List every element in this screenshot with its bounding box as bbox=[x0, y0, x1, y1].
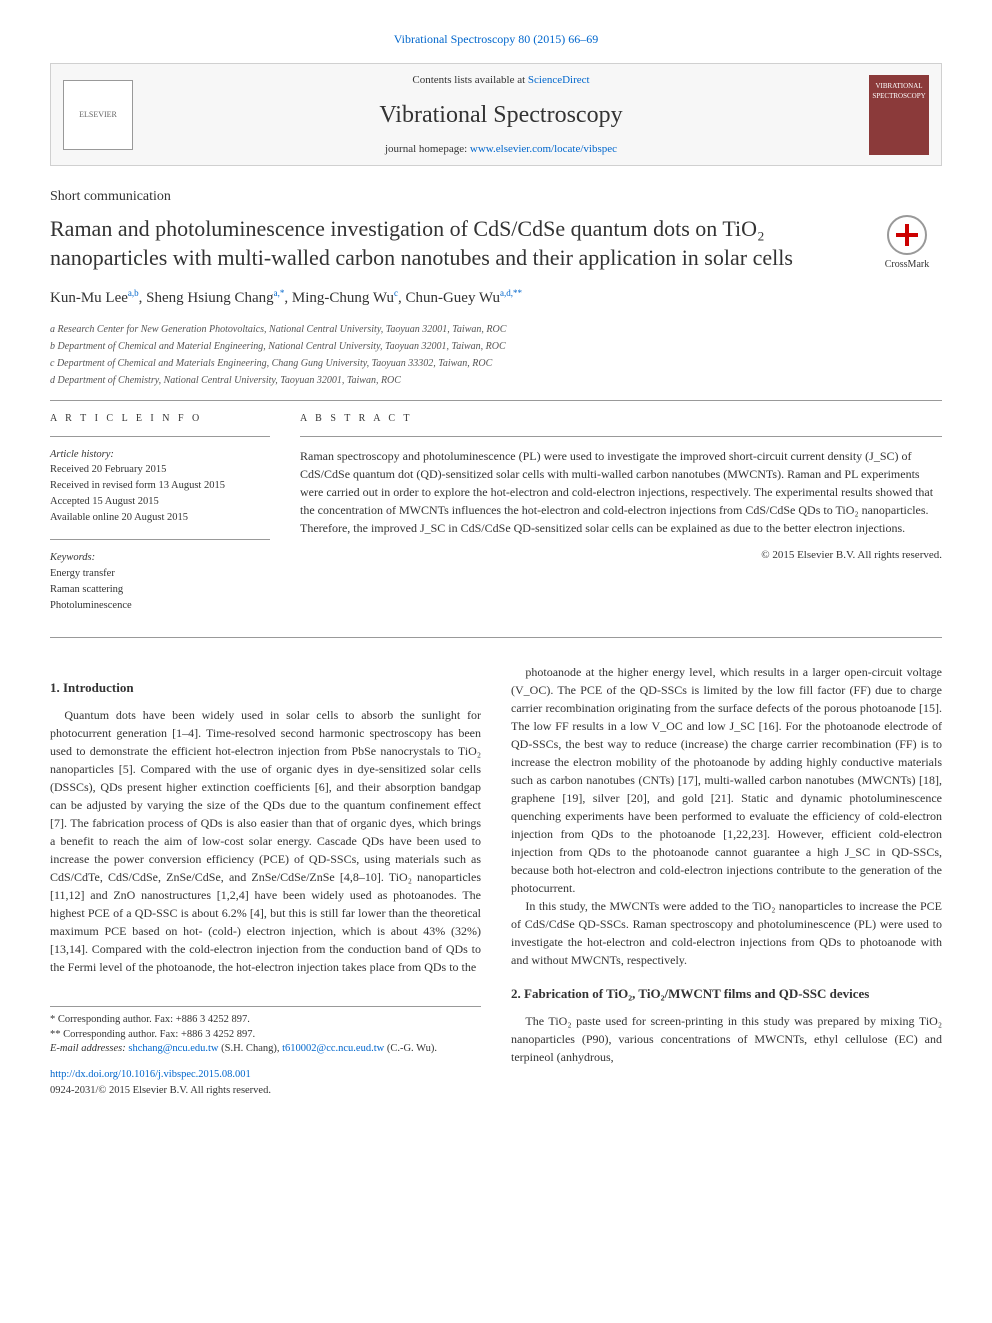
article-title: Raman and photoluminescence investigatio… bbox=[50, 215, 872, 272]
affiliation: c Department of Chemical and Materials E… bbox=[50, 356, 942, 371]
left-column: 1. Introduction Quantum dots have been w… bbox=[50, 663, 481, 1098]
divider bbox=[300, 436, 942, 437]
affiliation: b Department of Chemical and Material En… bbox=[50, 339, 942, 354]
body-para: photoanode at the higher energy level, w… bbox=[511, 663, 942, 897]
divider bbox=[50, 436, 270, 437]
article-info-column: A R T I C L E I N F O Article history: R… bbox=[50, 411, 270, 628]
journal-name: Vibrational Spectroscopy bbox=[143, 97, 859, 133]
affiliation: d Department of Chemistry, National Cent… bbox=[50, 373, 942, 388]
crossmark-label: CrossMark bbox=[885, 259, 929, 270]
journal-header: ELSEVIER Contents lists available at Sci… bbox=[50, 63, 942, 166]
body-para: The TiO₂ paste used for screen-printing … bbox=[511, 1012, 942, 1066]
body-two-column: 1. Introduction Quantum dots have been w… bbox=[50, 663, 942, 1098]
affiliations: a Research Center for New Generation Pho… bbox=[50, 322, 942, 388]
author-list: Kun-Mu Leea,b, Sheng Hsiung Changa,*, Mi… bbox=[50, 287, 942, 310]
sciencedirect-link[interactable]: ScienceDirect bbox=[528, 74, 590, 86]
email-addresses: E-mail addresses: shchang@ncu.edu.tw (S.… bbox=[50, 1042, 481, 1057]
issn-copyright: 0924-2031/© 2015 Elsevier B.V. All right… bbox=[50, 1085, 271, 1096]
doi-link[interactable]: http://dx.doi.org/10.1016/j.vibspec.2015… bbox=[50, 1069, 251, 1080]
section-heading-fabrication: 2. Fabrication of TiO₂, TiO₂/MWCNT films… bbox=[511, 984, 942, 1004]
crossmark-icon bbox=[887, 215, 927, 255]
article-info-label: A R T I C L E I N F O bbox=[50, 411, 270, 426]
abstract-copyright: © 2015 Elsevier B.V. All rights reserved… bbox=[300, 547, 942, 564]
crossmark-badge[interactable]: CrossMark bbox=[872, 215, 942, 272]
abstract-column: A B S T R A C T Raman spectroscopy and p… bbox=[300, 411, 942, 628]
right-column: photoanode at the higher energy level, w… bbox=[511, 663, 942, 1098]
divider bbox=[50, 400, 942, 401]
email-link[interactable]: t610002@cc.ncu.eud.tw bbox=[282, 1043, 384, 1054]
divider bbox=[50, 539, 270, 540]
article-history: Article history: Received 20 February 20… bbox=[50, 447, 270, 526]
corr-author-note: ** Corresponding author. Fax: +886 3 425… bbox=[50, 1028, 481, 1043]
affiliation: a Research Center for New Generation Pho… bbox=[50, 322, 942, 337]
contents-available: Contents lists available at ScienceDirec… bbox=[143, 72, 859, 89]
divider bbox=[50, 637, 942, 638]
corr-author-note: * Corresponding author. Fax: +886 3 4252… bbox=[50, 1013, 481, 1028]
journal-homepage-link[interactable]: www.elsevier.com/locate/vibspec bbox=[470, 143, 617, 155]
body-para: In this study, the MWCNTs were added to … bbox=[511, 897, 942, 969]
article-type: Short communication bbox=[50, 186, 942, 207]
running-head: Vibrational Spectroscopy 80 (2015) 66–69 bbox=[50, 30, 942, 48]
keywords: Keywords: Energy transfer Raman scatteri… bbox=[50, 550, 270, 613]
section-heading-intro: 1. Introduction bbox=[50, 678, 481, 698]
running-head-link[interactable]: Vibrational Spectroscopy 80 (2015) 66–69 bbox=[394, 32, 599, 46]
footnotes: * Corresponding author. Fax: +886 3 4252… bbox=[50, 1006, 481, 1057]
abstract-text: Raman spectroscopy and photoluminescence… bbox=[300, 447, 942, 537]
journal-cover-thumb: VIBRATIONAL SPECTROSCOPY bbox=[869, 75, 929, 155]
email-link[interactable]: shchang@ncu.edu.tw bbox=[128, 1043, 218, 1054]
body-para: Quantum dots have been widely used in so… bbox=[50, 706, 481, 976]
elsevier-logo: ELSEVIER bbox=[63, 80, 133, 150]
abstract-label: A B S T R A C T bbox=[300, 411, 942, 426]
doi-block: http://dx.doi.org/10.1016/j.vibspec.2015… bbox=[50, 1067, 481, 1099]
journal-homepage: journal homepage: www.elsevier.com/locat… bbox=[143, 141, 859, 158]
